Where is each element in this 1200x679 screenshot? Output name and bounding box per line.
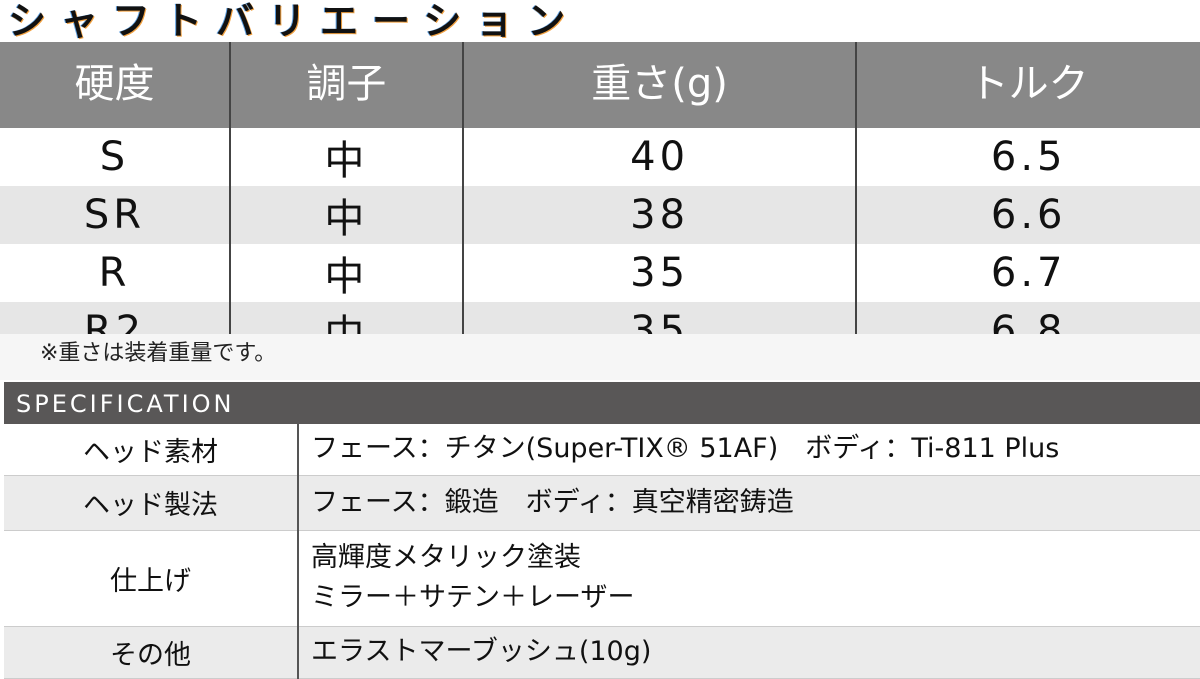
table-row: S 中 40 6.5: [0, 128, 1200, 186]
table-row: R 中 35 6.7: [0, 244, 1200, 302]
table-header-row: 硬度 調子 重さ(g) トルク: [0, 42, 1200, 128]
spec-value: フェース：鍛造 ボディ：真空精密鋳造: [298, 475, 1200, 531]
header-weight: 重さ(g): [462, 42, 858, 128]
cell-kick-point: 中: [229, 244, 464, 302]
cell-weight: 40: [462, 128, 858, 186]
spec-value: エラストマーブッシュ(10g): [298, 626, 1200, 679]
weight-note: ※重さは装着重量です。: [0, 334, 1200, 380]
header-torque: トルク: [856, 42, 1200, 128]
cell-torque: 6.7: [990, 250, 1067, 296]
specification-heading: SPECIFICATION: [4, 382, 1200, 424]
spec-label: その他: [4, 626, 299, 679]
shaft-variation-table: 硬度 調子 重さ(g) トルク S 中 40 6.5 SR 中 38 6.6 R…: [0, 42, 1200, 360]
spec-value-line: 高輝度メタリック塗装: [311, 542, 581, 573]
header-hardness: 硬度: [0, 42, 231, 128]
spec-value-line: ミラー＋サテン＋レーザー: [311, 582, 635, 613]
spec-value: フェース：チタン(Super-TIX® 51AF) ボディ：Ti-811 Plu…: [298, 424, 1200, 476]
spec-label: ヘッド製法: [4, 475, 299, 531]
spec-row: 仕上げ 高輝度メタリック塗装 ミラー＋サテン＋レーザー: [4, 530, 1200, 627]
cell-torque: 6.5: [990, 134, 1067, 180]
cell-weight: 38: [462, 186, 858, 244]
cell-kick-point: 中: [229, 186, 464, 244]
cell-kick-point: 中: [229, 128, 464, 186]
header-kick-point: 調子: [229, 42, 464, 128]
spec-label: 仕上げ: [4, 530, 299, 627]
spec-row: その他 エラストマーブッシュ(10g): [4, 626, 1200, 679]
spec-row: ヘッド製法 フェース：鍛造 ボディ：真空精密鋳造: [4, 475, 1200, 531]
cell-hardness: SR: [0, 186, 231, 244]
cell-hardness: R: [0, 244, 231, 302]
cell-hardness: S: [0, 128, 231, 186]
specification-table: ヘッド素材 フェース：チタン(Super-TIX® 51AF) ボディ：Ti-8…: [4, 424, 1200, 679]
page-title: シャフトバリエーション: [8, 0, 580, 43]
cell-torque: 6.6: [856, 186, 1200, 244]
spec-value: 高輝度メタリック塗装 ミラー＋サテン＋レーザー: [298, 530, 1200, 627]
spec-label: ヘッド素材: [4, 424, 299, 476]
spec-row: ヘッド素材 フェース：チタン(Super-TIX® 51AF) ボディ：Ti-8…: [4, 424, 1200, 476]
cell-weight: 35: [462, 244, 858, 302]
table-row: SR 中 38 6.6: [0, 186, 1200, 244]
